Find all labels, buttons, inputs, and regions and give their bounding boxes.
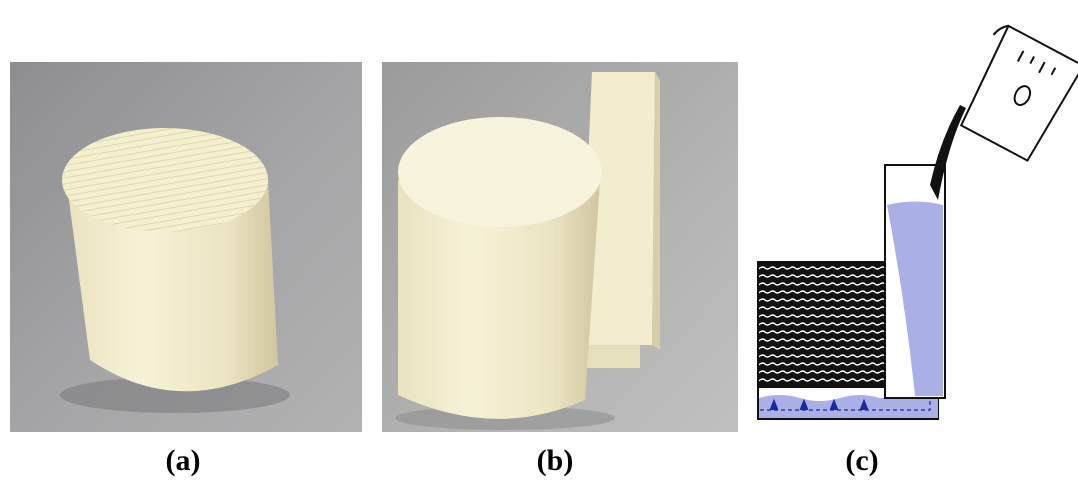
panel-label: (a) — [166, 444, 201, 477]
panel-label: (c) — [845, 444, 878, 477]
panel-label: (b) — [537, 444, 574, 477]
figure: (a) (b) (c) — [0, 0, 1078, 480]
diagram-c — [758, 22, 1078, 419]
photo-a — [10, 62, 362, 432]
photo-b — [382, 62, 738, 432]
